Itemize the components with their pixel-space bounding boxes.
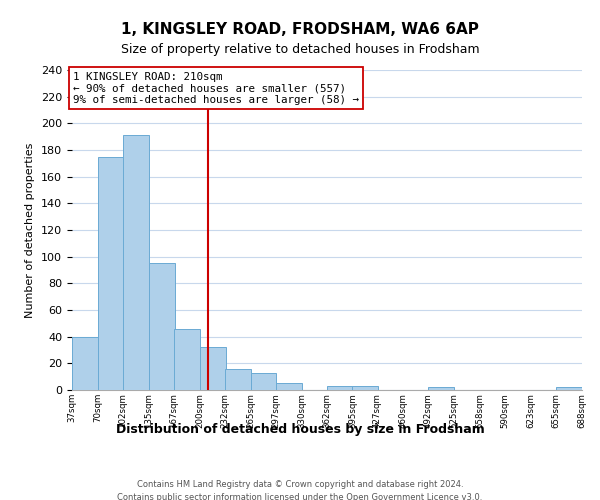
Bar (352, 386, 379, 390)
Text: 1 KINGSLEY ROAD: 210sqm
← 90% of detached houses are smaller (557)
9% of semi-de: 1 KINGSLEY ROAD: 210sqm ← 90% of detache… (73, 72, 359, 105)
Bar (275, 384, 302, 390)
Text: 1, KINGSLEY ROAD, FRODSHAM, WA6 6AP: 1, KINGSLEY ROAD, FRODSHAM, WA6 6AP (121, 22, 479, 38)
Bar (556, 388, 582, 390)
Bar (98, 156, 124, 390)
Text: Distribution of detached houses by size in Frodsham: Distribution of detached houses by size … (116, 422, 484, 436)
Bar (326, 386, 352, 390)
Bar (428, 388, 454, 390)
Y-axis label: Number of detached properties: Number of detached properties (25, 142, 35, 318)
Text: Size of property relative to detached houses in Frodsham: Size of property relative to detached ho… (121, 42, 479, 56)
Text: Contains HM Land Registry data © Crown copyright and database right 2024.: Contains HM Land Registry data © Crown c… (137, 480, 463, 489)
Bar (149, 264, 175, 390)
Text: Contains public sector information licensed under the Open Government Licence v3: Contains public sector information licen… (118, 492, 482, 500)
Bar (174, 328, 200, 390)
Bar (225, 368, 251, 390)
Bar (123, 136, 149, 390)
Bar (72, 336, 98, 390)
Bar (251, 372, 277, 390)
Bar (200, 348, 226, 390)
